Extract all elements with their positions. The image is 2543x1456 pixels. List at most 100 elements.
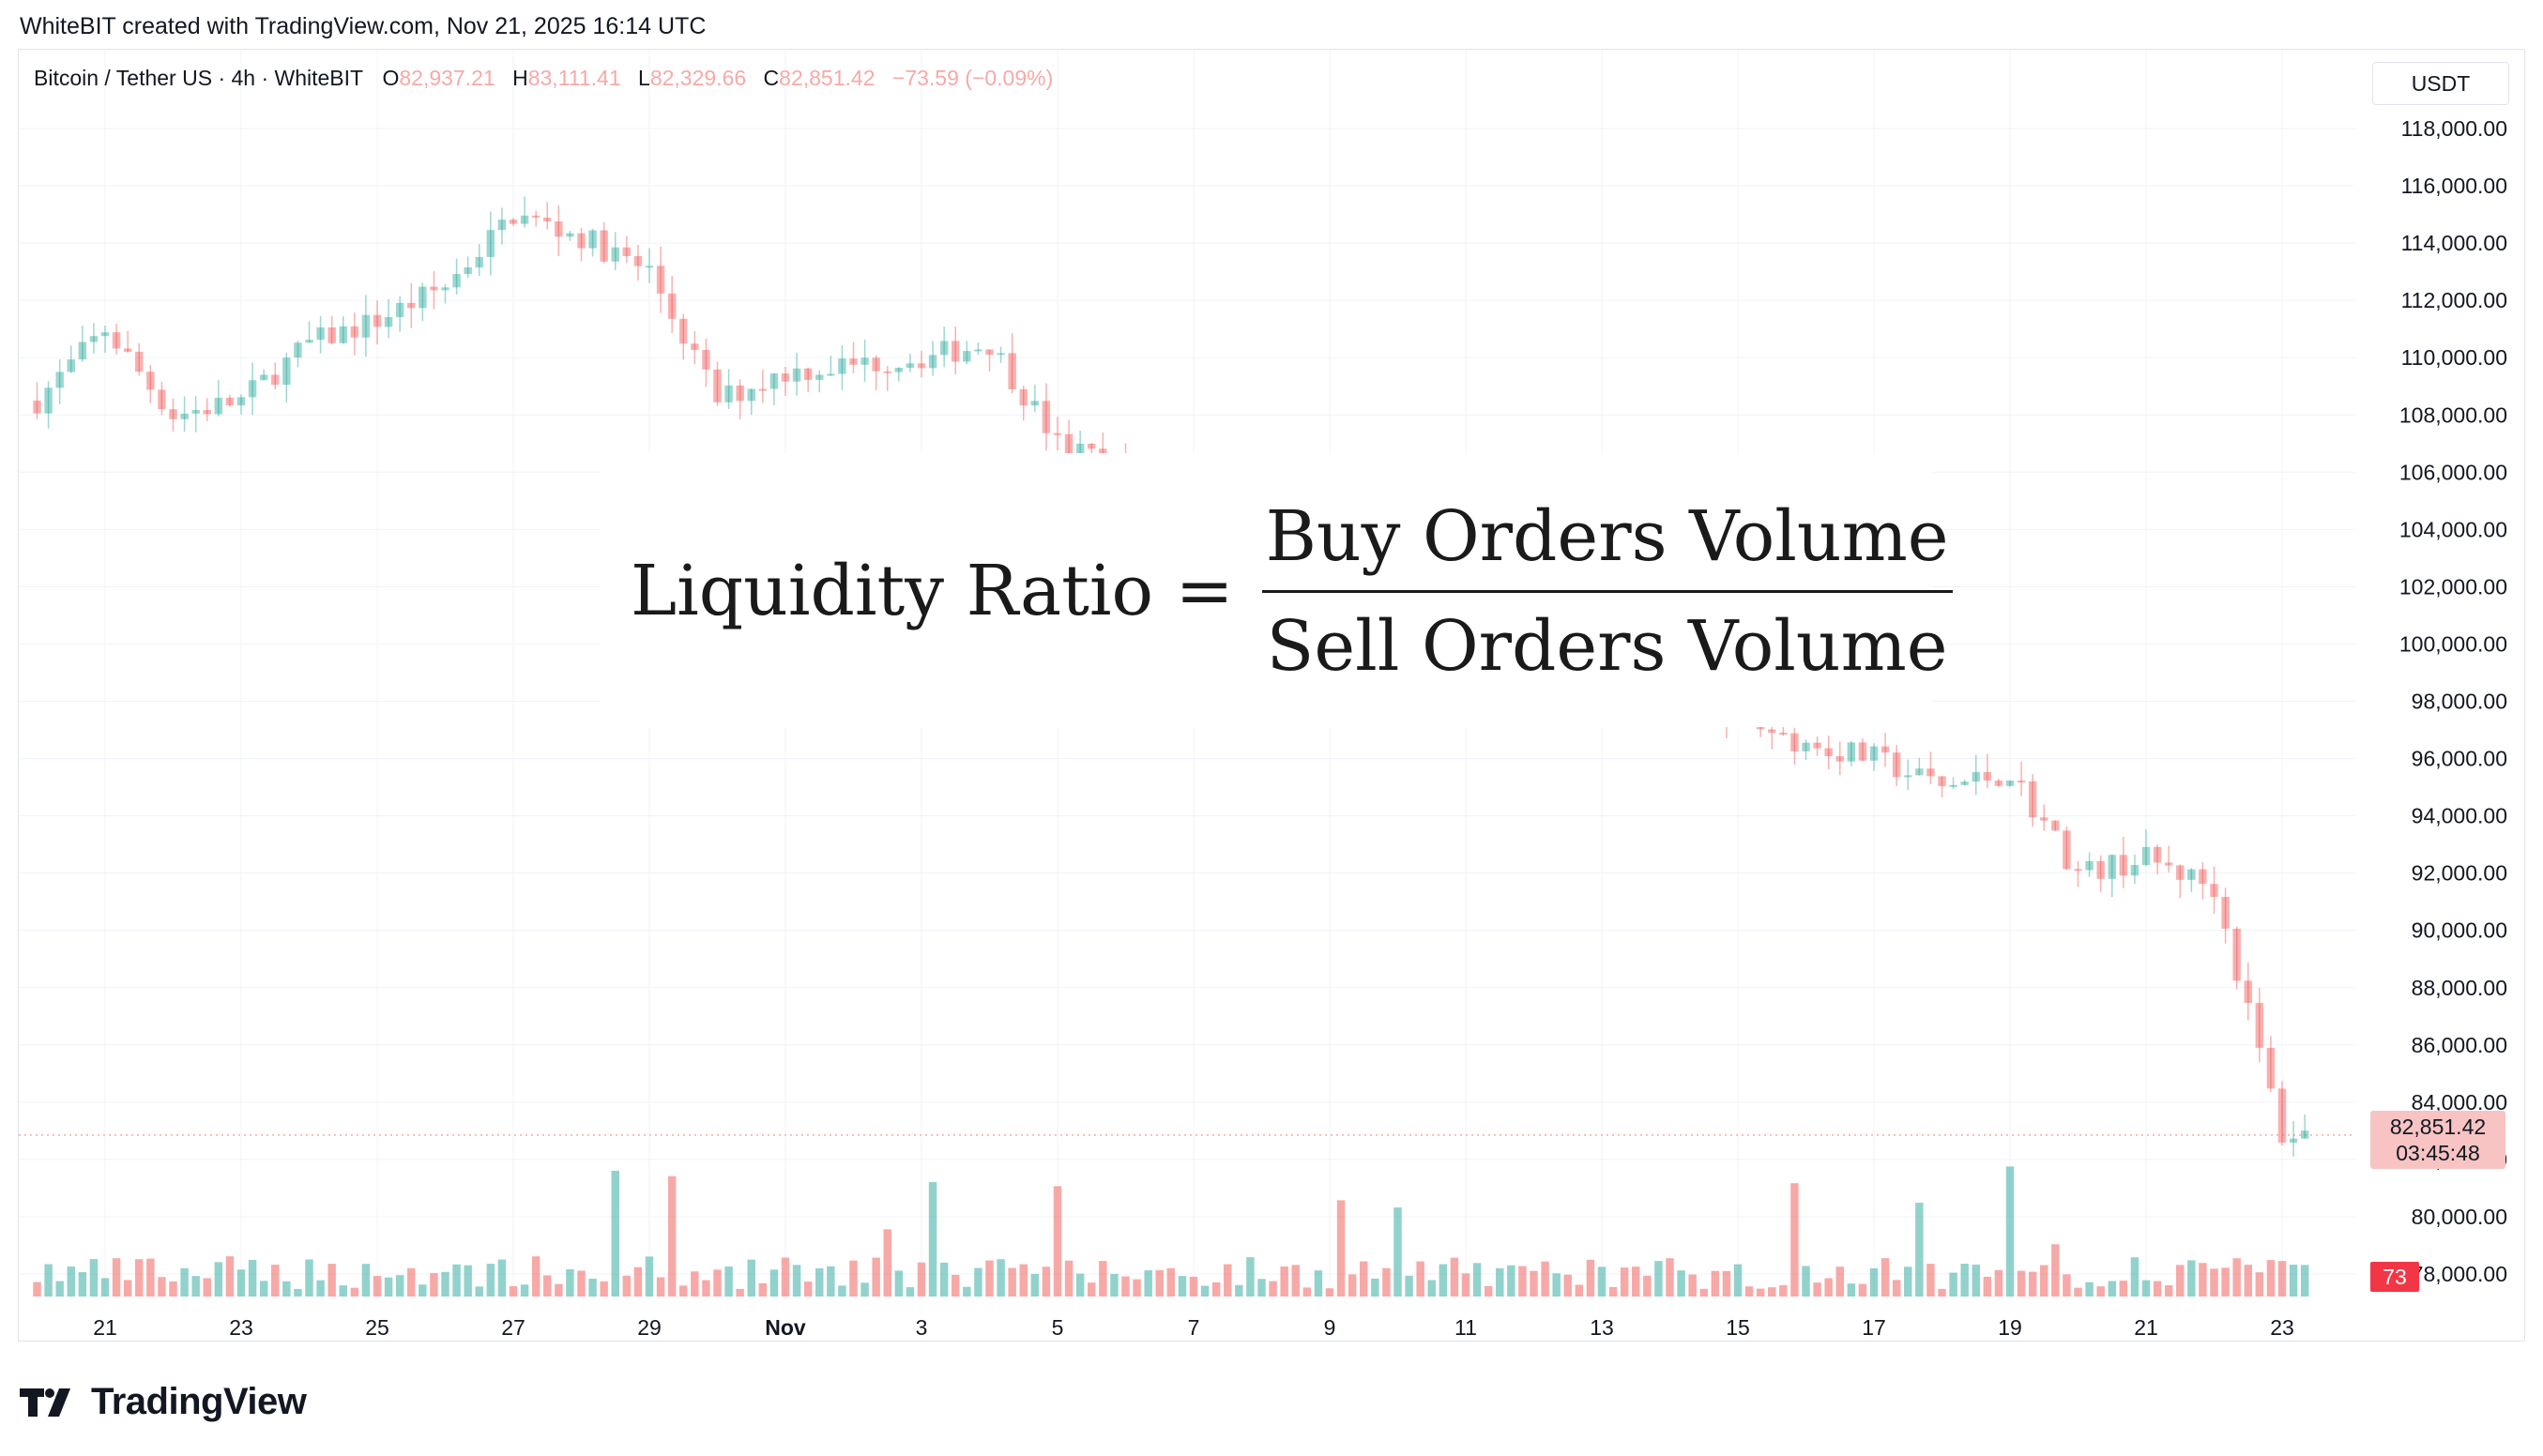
volume-bar: [1972, 1265, 1980, 1297]
liquidity-ratio-formula: Liquidity Ratio = Buy Orders Volume Sell…: [631, 483, 1953, 699]
volume-bar: [384, 1277, 393, 1297]
volume-bar: [350, 1287, 359, 1297]
volume-bar: [1654, 1261, 1663, 1297]
volume-bar: [917, 1262, 926, 1297]
volume-bar: [475, 1286, 483, 1297]
candle-body: [509, 220, 518, 224]
last-price-badge: 82,851.42 03:45:48: [2370, 1111, 2505, 1169]
volume-bar: [827, 1266, 835, 1297]
candle-body: [1008, 353, 1016, 389]
volume-bar: [2130, 1257, 2139, 1297]
time-tick-label: 19: [1998, 1315, 2022, 1340]
volume-bar: [135, 1259, 144, 1297]
candle-body: [1904, 775, 1912, 778]
candle-body: [419, 286, 427, 309]
volume-bar: [1472, 1263, 1482, 1297]
volume-bar: [1983, 1276, 1992, 1297]
volume-bar: [1450, 1257, 1459, 1297]
volume-bar: [2277, 1261, 2287, 1297]
volume-bar: [419, 1284, 427, 1297]
candle-body: [792, 368, 801, 382]
candle-body: [1835, 756, 1844, 762]
volume-bar: [1756, 1288, 1765, 1297]
high-value: 83,111.41: [527, 66, 621, 90]
volume-bar: [1246, 1257, 1255, 1297]
volume-bar: [146, 1258, 155, 1297]
volume-bar: [2085, 1282, 2094, 1297]
candle-body: [1075, 444, 1085, 454]
candle-body: [2244, 980, 2252, 1004]
volume-bar: [1439, 1264, 1448, 1297]
volume-bar: [2119, 1281, 2128, 1297]
candle-body: [758, 388, 768, 391]
volume-bar: [803, 1282, 813, 1297]
volume-bar: [1824, 1278, 1833, 1297]
candle-body: [611, 247, 619, 262]
candle-body: [2085, 860, 2094, 871]
volume-bar: [1224, 1264, 1232, 1297]
volume-bar: [1291, 1265, 1300, 1297]
candle-body: [781, 373, 790, 382]
time-tick-label: 9: [1324, 1315, 1336, 1340]
tradingview-logo[interactable]: TradingView: [20, 1381, 307, 1423]
candle-body: [158, 389, 166, 410]
candle-body: [997, 353, 1005, 356]
candle-body: [974, 349, 982, 352]
volume-bar: [1393, 1207, 1402, 1297]
volume-bar: [1620, 1267, 1629, 1297]
volume-bar: [44, 1264, 53, 1297]
volume-bar: [1699, 1288, 1708, 1297]
candle-body: [236, 397, 246, 406]
currency-button[interactable]: USDT: [2372, 62, 2509, 105]
candle-body: [2164, 862, 2173, 866]
change-value: −73.59 (−0.09%): [891, 66, 1054, 90]
volume-bar: [1042, 1266, 1051, 1297]
volume-bar: [100, 1278, 110, 1297]
volume-bar: [1643, 1275, 1652, 1297]
volume-bar: [2017, 1270, 2026, 1297]
candle-body: [769, 373, 779, 389]
volume-bar: [792, 1265, 801, 1297]
candle-body: [566, 233, 574, 237]
candle-body: [214, 397, 223, 415]
volume-bar: [2040, 1265, 2048, 1297]
candle-body: [339, 326, 347, 343]
candle-body: [577, 233, 586, 249]
time-tick-label: 21: [2134, 1315, 2158, 1340]
last-price: 82,851.42: [2389, 1115, 2487, 1139]
candle-body: [622, 247, 632, 256]
candle-body: [225, 397, 235, 406]
volume-bar: [1904, 1266, 1912, 1297]
candle-body: [872, 357, 880, 372]
volume-bars: [33, 1166, 2309, 1297]
candle-body: [1994, 781, 2003, 786]
candle-body: [860, 357, 869, 365]
volume-bar: [702, 1280, 710, 1297]
volume-bar: [1382, 1267, 1391, 1297]
candle-body: [407, 302, 416, 309]
low-value: 82,329.66: [649, 66, 747, 90]
volume-bar: [815, 1267, 824, 1297]
price-tick-label: 108,000.00: [2399, 402, 2507, 427]
volume-bar: [543, 1275, 552, 1297]
volume-bar: [33, 1282, 41, 1297]
candle-body: [985, 349, 994, 356]
symbol-name[interactable]: Bitcoin / Tether US · 4h · WhiteBIT: [34, 66, 364, 90]
volume-bar: [1869, 1267, 1879, 1297]
volume-badge: 73: [2370, 1262, 2419, 1292]
volume-bar: [1744, 1286, 1754, 1297]
candle-body: [1779, 732, 1788, 735]
volume-bar: [1496, 1267, 1504, 1297]
volume-bar: [1053, 1186, 1062, 1297]
candle-body: [2210, 884, 2218, 897]
high-label: H: [512, 66, 528, 90]
volume-bar: [997, 1259, 1005, 1297]
volume-bar: [1280, 1266, 1288, 1297]
volume-bar: [691, 1271, 699, 1297]
candle-body: [486, 230, 495, 257]
volume-bar: [441, 1271, 449, 1297]
candle-body: [464, 266, 472, 274]
candle-body: [294, 342, 302, 358]
volume-bar: [667, 1175, 677, 1297]
